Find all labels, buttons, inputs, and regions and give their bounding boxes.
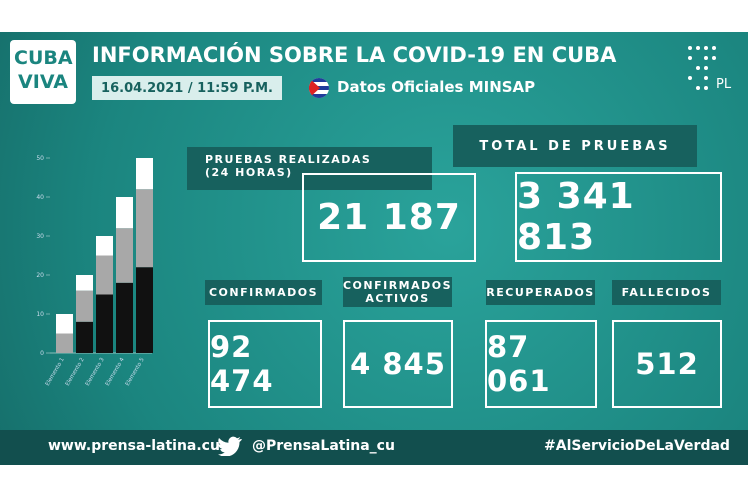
agency-logo: PL	[688, 46, 732, 92]
stat-value: 512	[612, 320, 722, 408]
stat-label: CONFIRMADOS	[205, 280, 322, 305]
hashtag: #AlServicioDeLaVerdad	[544, 438, 730, 454]
title: INFORMACIÓN SOBRE LA COVID-19 EN CUBA	[92, 43, 617, 67]
logo-line: CUBA	[14, 47, 73, 69]
stat-value: 21 187	[302, 173, 476, 262]
x-tick-label: Elemento 3	[85, 357, 106, 388]
footer	[0, 430, 748, 465]
date: 16.04.2021 / 11:59 P.M.	[92, 76, 282, 100]
x-tick-label: Elemento 1	[45, 357, 66, 387]
stat-label: RECUPERADOS	[486, 280, 595, 305]
bar-segment	[136, 189, 153, 268]
x-tick-label: Elemento 5	[125, 357, 146, 388]
bar-segment	[96, 236, 113, 256]
bar-segment	[136, 158, 153, 190]
bar-segment	[56, 333, 73, 353]
twitter: @PrensaLatina_cu	[252, 438, 395, 454]
stat-value: 92 474	[208, 320, 322, 408]
stat-value: 87 061	[485, 320, 597, 408]
website: www.prensa-latina.cu	[48, 438, 220, 454]
y-tick-label: 0	[40, 350, 44, 357]
y-tick-label: 20	[36, 272, 44, 279]
bar-segment	[116, 282, 133, 353]
x-tick-label: Elemento 4	[105, 357, 126, 388]
logo-text: CUBA VIVA	[14, 46, 73, 94]
y-tick-label: 10	[36, 311, 44, 318]
bar-segment	[116, 228, 133, 283]
source: Datos Oficiales MINSAP	[337, 78, 536, 96]
stat-label: CONFIRMADOS ACTIVOS	[342, 277, 453, 307]
x-tick-label: Elemento 2	[65, 357, 86, 387]
stat-label: FALLECIDOS	[612, 280, 721, 305]
stat-value: 3 341 813	[515, 172, 722, 262]
logo: CUBA VIVA	[10, 40, 76, 104]
twitter-icon	[218, 436, 242, 456]
bar-segment	[76, 290, 93, 322]
bar-segment	[96, 294, 113, 353]
bar-segment	[96, 255, 113, 295]
bar-segment	[116, 197, 133, 229]
agency: PL	[716, 77, 732, 92]
flag	[309, 78, 329, 98]
logo-line: VIVA	[18, 71, 68, 93]
y-tick-label: 40	[36, 194, 44, 201]
y-tick-label: 50	[36, 155, 44, 162]
stat-label: TOTAL DE PRUEBAS	[453, 125, 697, 167]
bar-segment	[76, 275, 93, 291]
stat-label: PRUEBAS REALIZADAS (24 HORAS)	[187, 147, 432, 190]
y-tick-label: 30	[36, 233, 44, 240]
bar-segment	[136, 267, 153, 353]
bar-segment	[56, 314, 73, 334]
stat-value: 4 845	[343, 320, 453, 408]
bar-segment	[76, 321, 93, 353]
